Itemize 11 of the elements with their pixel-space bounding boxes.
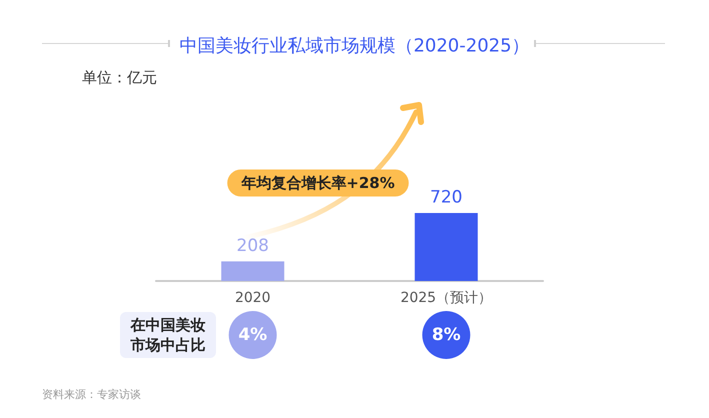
data-label: 4% <box>238 325 268 345</box>
x-tick-label: 2025（预计） <box>400 290 492 306</box>
data-label: 8% <box>432 325 461 345</box>
data-label: 720 <box>430 188 462 208</box>
x-tick-label: 2020 <box>234 290 271 306</box>
text: 资料来源：专家访谈 <box>42 388 141 401</box>
data-label: 208 <box>236 236 269 256</box>
y-axis-title: 单位：亿元 <box>82 68 157 86</box>
text: 年均复合增长率+28% <box>240 174 395 192</box>
chart-title: 中国美妆行业私域市场规模（2020-2025） <box>179 36 530 56</box>
text: 在中国美妆市场中占比 <box>130 316 206 354</box>
